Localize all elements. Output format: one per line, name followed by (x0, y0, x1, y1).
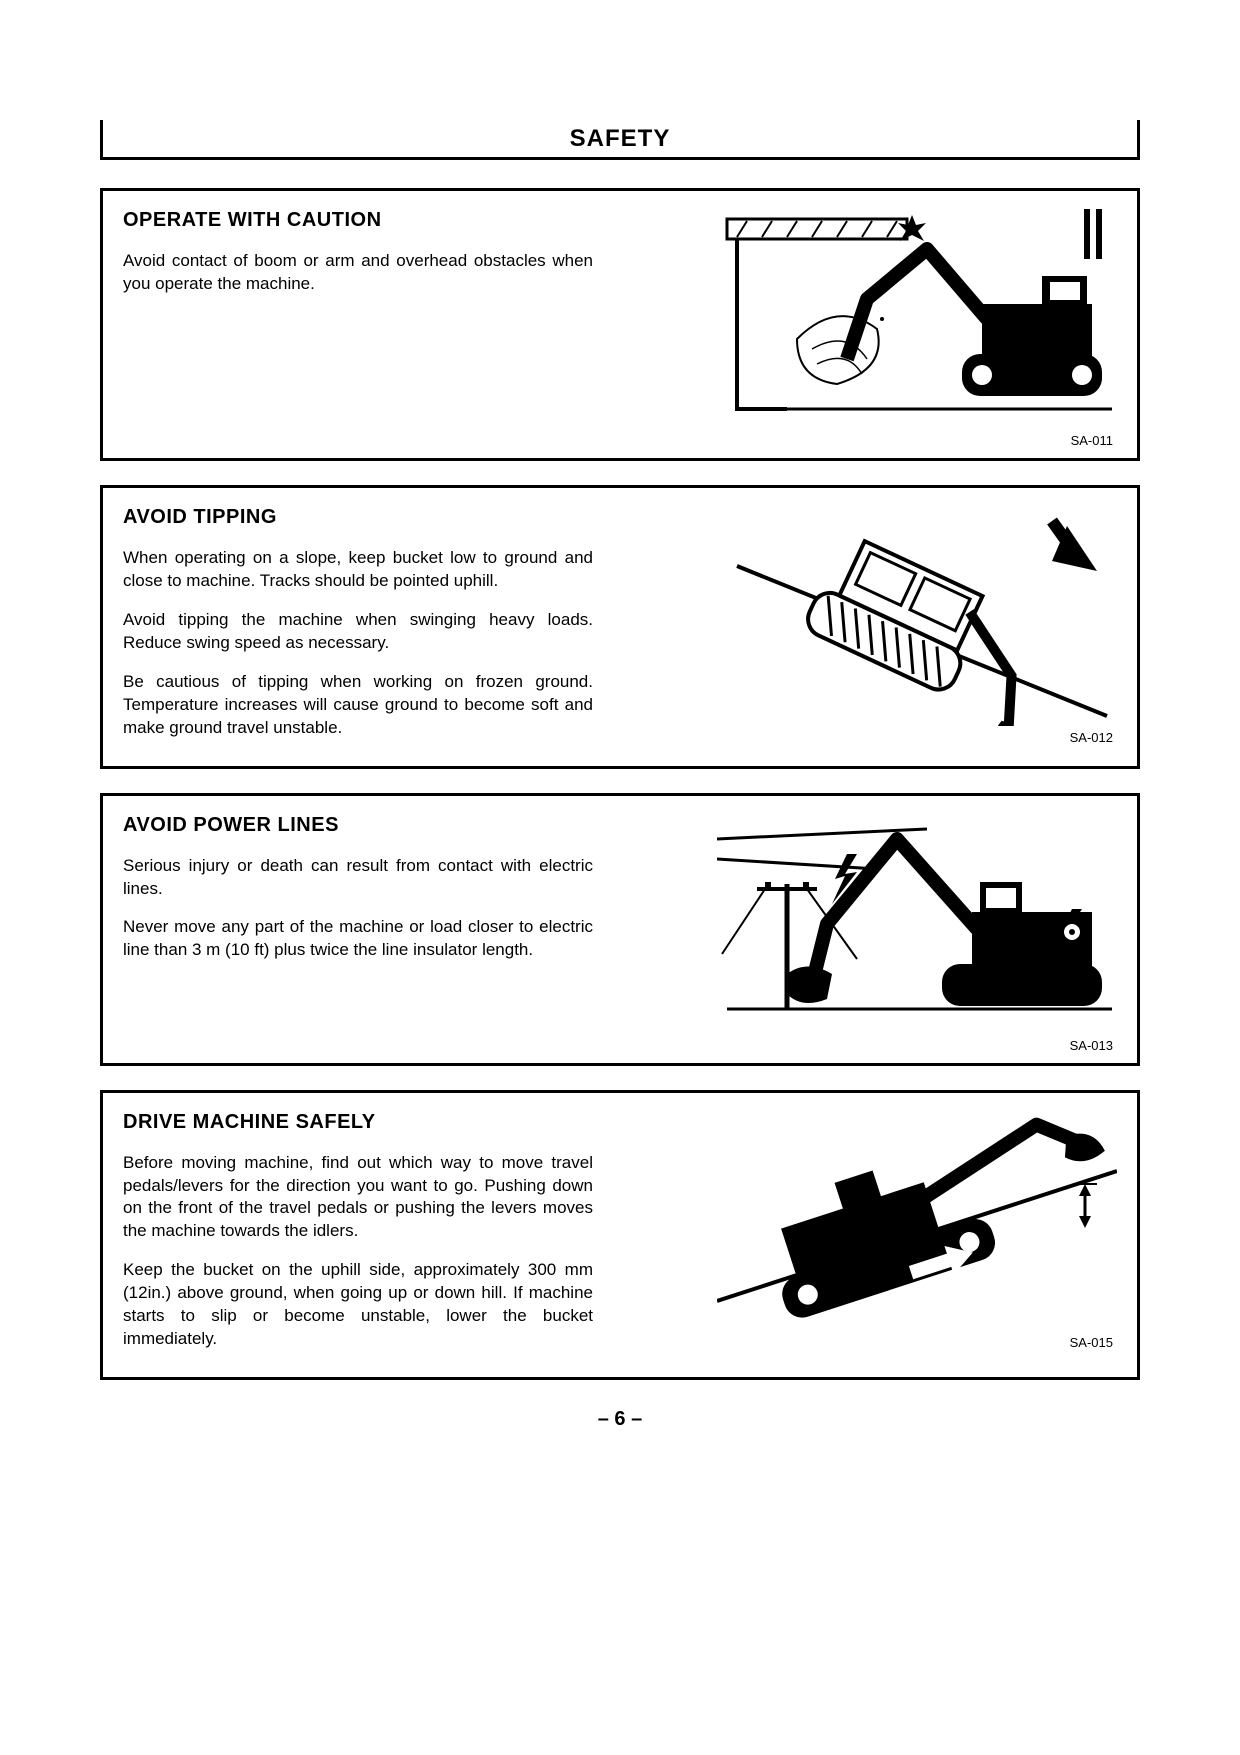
figure-excavator-overhead-icon (717, 209, 1117, 429)
figure-id: SA-011 (1071, 433, 1117, 448)
section-figure: SA-012 (613, 506, 1117, 745)
paragraph: When operating on a slope, keep bucket l… (123, 547, 593, 593)
section-heading: AVOID POWER LINES (123, 814, 593, 837)
paragraph: Before moving machine, find out which wa… (123, 1152, 593, 1244)
figure-id: SA-015 (1070, 1335, 1117, 1350)
page-number: – 6 – (100, 1408, 1140, 1431)
section-heading: DRIVE MACHINE SAFELY (123, 1111, 593, 1134)
paragraph: Avoid contact of boom or arm and overhea… (123, 250, 593, 296)
section-drive-machine-safely: DRIVE MACHINE SAFELY Before moving machi… (100, 1090, 1140, 1381)
section-operate-with-caution: OPERATE WITH CAUTION Avoid contact of bo… (100, 188, 1140, 461)
figure-excavator-tipping-icon (717, 506, 1117, 726)
section-avoid-power-lines: AVOID POWER LINES Serious injury or deat… (100, 793, 1140, 1066)
section-avoid-tipping: AVOID TIPPING When operating on a slope,… (100, 485, 1140, 769)
section-text: DRIVE MACHINE SAFELY Before moving machi… (123, 1111, 613, 1368)
paragraph: Serious injury or death can result from … (123, 855, 593, 901)
paragraph: Keep the bucket on the uphill side, appr… (123, 1259, 593, 1351)
section-figure: SA-013 (613, 814, 1117, 1053)
section-figure: SA-011 (613, 209, 1117, 448)
figure-id: SA-012 (1070, 730, 1117, 745)
title-bar: SAFETY (100, 120, 1140, 160)
page-title: SAFETY (570, 125, 671, 153)
section-text: OPERATE WITH CAUTION Avoid contact of bo… (123, 209, 613, 312)
figure-id: SA-013 (1070, 1038, 1117, 1053)
figure-excavator-power-lines-icon (717, 814, 1117, 1034)
section-text: AVOID TIPPING When operating on a slope,… (123, 506, 613, 756)
section-heading: OPERATE WITH CAUTION (123, 209, 593, 232)
paragraph: Be cautious of tipping when working on f… (123, 671, 593, 740)
paragraph: Never move any part of the machine or lo… (123, 916, 593, 962)
section-figure: SA-015 (613, 1111, 1117, 1350)
paragraph: Avoid tipping the machine when swinging … (123, 609, 593, 655)
figure-excavator-uphill-icon (717, 1111, 1117, 1331)
section-heading: AVOID TIPPING (123, 506, 593, 529)
section-text: AVOID POWER LINES Serious injury or deat… (123, 814, 613, 979)
document-page: SAFETY OPERATE WITH CAUTION Avoid contac… (100, 120, 1140, 1431)
